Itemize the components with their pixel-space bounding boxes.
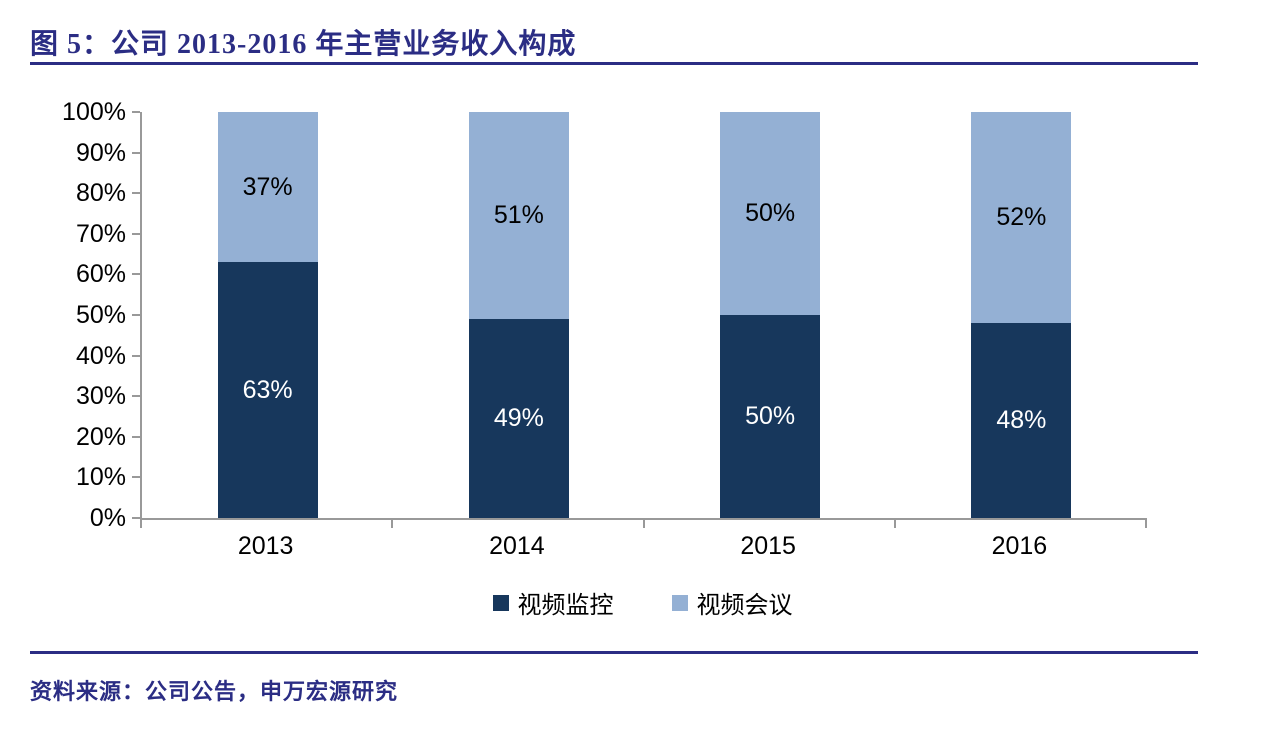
x-tick-mark <box>1145 520 1147 528</box>
bar-data-label: 52% <box>996 203 1047 232</box>
y-tick-label: 100% <box>62 98 126 126</box>
bar-segment-视频监控: 63% <box>217 262 318 518</box>
title-divider <box>30 62 1198 65</box>
y-tick-mark <box>132 435 140 438</box>
x-tick-label: 2016 <box>991 532 1048 560</box>
legend-label: 视频会议 <box>696 592 793 619</box>
y-tick-mark <box>132 517 140 519</box>
legend-item-视频会议: 视频会议 <box>671 585 793 620</box>
y-tick-label: 20% <box>75 422 126 451</box>
legend-item-视频监控: 视频监控 <box>492 585 614 620</box>
y-tick-mark <box>132 273 140 276</box>
y-tick-label: 10% <box>75 463 126 492</box>
bar-segment-视频监控: 50% <box>720 315 821 518</box>
legend-swatch-icon <box>671 594 688 611</box>
x-tick-label: 2014 <box>489 532 545 560</box>
bar-segment-视频监控: 49% <box>468 319 569 518</box>
y-tick-mark <box>132 111 140 113</box>
bar-segment-视频会议: 51% <box>468 112 569 320</box>
y-tick-mark <box>132 354 140 357</box>
y-tick-mark <box>132 395 140 398</box>
source-note: 资料来源：公司公告，申万宏源研究 <box>30 679 399 704</box>
bar-segment-视频会议: 37% <box>217 112 318 263</box>
bar-data-label: 51% <box>493 201 544 230</box>
x-tick-mark <box>642 520 645 528</box>
bar-data-label: 49% <box>493 404 544 433</box>
bar-segment-视频会议: 52% <box>971 112 1072 324</box>
y-tick-mark <box>132 192 140 195</box>
y-tick-label: 70% <box>75 219 126 248</box>
legend-label: 视频监控 <box>517 592 614 619</box>
stacked-bar-2014: 51% 49% <box>468 112 569 518</box>
stacked-bar-2016: 52% 48% <box>971 112 1072 518</box>
y-tick-label: 80% <box>75 179 126 208</box>
bar-segment-视频监控: 48% <box>971 323 1072 518</box>
y-tick-mark <box>132 476 140 479</box>
x-tick-label: 2013 <box>237 532 294 560</box>
y-tick-label: 60% <box>75 260 126 289</box>
bar-data-label: 48% <box>996 406 1047 435</box>
bar-data-label: 63% <box>242 375 293 404</box>
x-tick-mark <box>140 520 142 528</box>
y-tick-label: 90% <box>75 138 126 167</box>
bar-segment-视频会议: 50% <box>720 112 821 315</box>
y-tick-label: 0% <box>89 504 126 532</box>
footer-divider <box>30 651 1198 654</box>
chart-legend: 视频监控 视频会议 <box>140 585 1145 620</box>
y-tick-label: 40% <box>75 341 126 370</box>
bar-data-label: 50% <box>745 402 796 430</box>
y-tick-mark <box>132 151 140 154</box>
stacked-bar-2015: 50% 50% <box>720 112 821 518</box>
plot-area: 37% 63% 51% 49% 50% 50% 52% 48% <box>140 112 1147 520</box>
y-tick-mark <box>132 232 140 235</box>
x-tick-mark <box>893 520 896 528</box>
y-tick-mark <box>132 314 140 316</box>
y-tick-label: 50% <box>75 301 126 329</box>
y-tick-label: 30% <box>75 382 126 411</box>
x-tick-label: 2015 <box>740 532 796 560</box>
x-tick-mark <box>391 520 394 528</box>
bar-data-label: 50% <box>745 199 796 227</box>
legend-swatch-icon <box>492 594 509 611</box>
figure-title: 图 5：公司 2013-2016 年主营业务收入构成 <box>30 29 577 60</box>
bar-data-label: 37% <box>242 172 293 201</box>
stacked-bar-2013: 37% 63% <box>217 112 318 518</box>
